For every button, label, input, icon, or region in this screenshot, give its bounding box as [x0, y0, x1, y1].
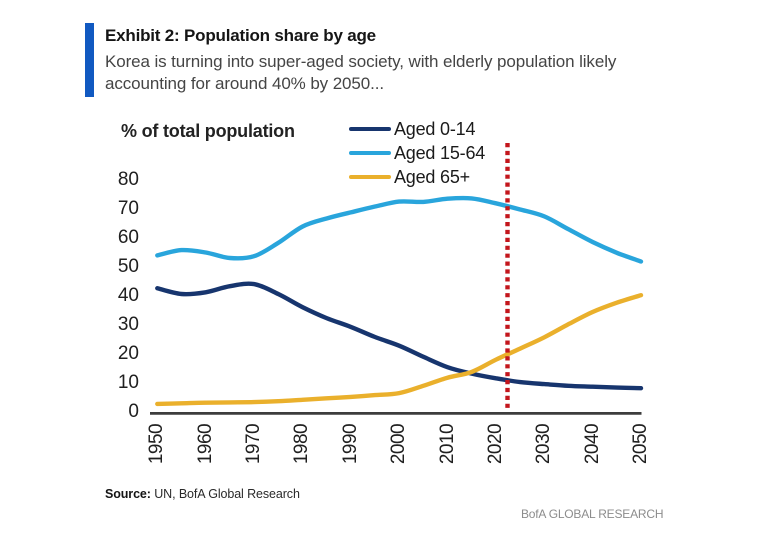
accent-bar — [85, 23, 94, 97]
exhibit-title: Exhibit 2: Population share by age — [105, 26, 376, 45]
x-tick-label: 2040 — [581, 423, 603, 465]
legend-label: Aged 15-64 — [394, 142, 486, 163]
series-aged-15-64 — [155, 195, 644, 264]
x-tick-label: 1980 — [291, 423, 313, 465]
source-note: Source: UN, BofA Global Research — [105, 487, 300, 501]
y-tick-label: 60 — [117, 226, 139, 248]
y-tick-label: 80 — [117, 168, 139, 190]
legend-label: Aged 0-14 — [394, 118, 476, 139]
legend-item: Aged 15-64 — [349, 141, 485, 165]
legend-line-swatch — [349, 126, 391, 132]
exhibit-subtitle-line-1: Korea is turning into super-aged society… — [105, 52, 617, 71]
x-tick-label: 1970 — [243, 423, 265, 465]
x-tick-label: 2020 — [484, 423, 506, 465]
x-tick-label: 1960 — [194, 423, 216, 465]
legend-item: Aged 0-14 — [349, 117, 485, 141]
legend-line-swatch — [349, 174, 391, 180]
x-tick-label: 2050 — [630, 423, 651, 465]
y-tick-label: 50 — [117, 255, 139, 277]
x-tick-label: 1990 — [339, 423, 361, 465]
legend-item: Aged 65+ — [349, 165, 485, 189]
x-tick-label: 1950 — [146, 423, 168, 465]
brand-mark: BofA GLOBAL RESEARCH — [521, 507, 664, 521]
y-tick-label: 10 — [117, 371, 139, 393]
y-tick-label: 70 — [117, 197, 139, 219]
y-tick-label: 20 — [117, 342, 139, 364]
legend-label: Aged 65+ — [394, 166, 470, 187]
chart-legend: Aged 0-14 Aged 15-64 Aged 65+ — [349, 117, 485, 189]
series-aged-65- — [155, 293, 644, 407]
source-text: UN, BofA Global Research — [150, 487, 300, 501]
source-label: Source: — [105, 487, 151, 501]
series-aged-0-14 — [155, 281, 644, 391]
y-tick-label: 0 — [128, 401, 139, 422]
legend-line-swatch — [349, 150, 391, 156]
x-tick-label: 2010 — [436, 423, 458, 465]
exhibit-subtitle-line-2: accounting for around 40% by 2050... — [105, 74, 384, 93]
y-axis-title: % of total population — [121, 121, 295, 141]
y-tick-label: 30 — [117, 313, 139, 335]
x-tick-label: 2000 — [388, 423, 410, 465]
y-tick-label: 40 — [117, 284, 139, 306]
x-tick-label: 2030 — [533, 423, 555, 465]
